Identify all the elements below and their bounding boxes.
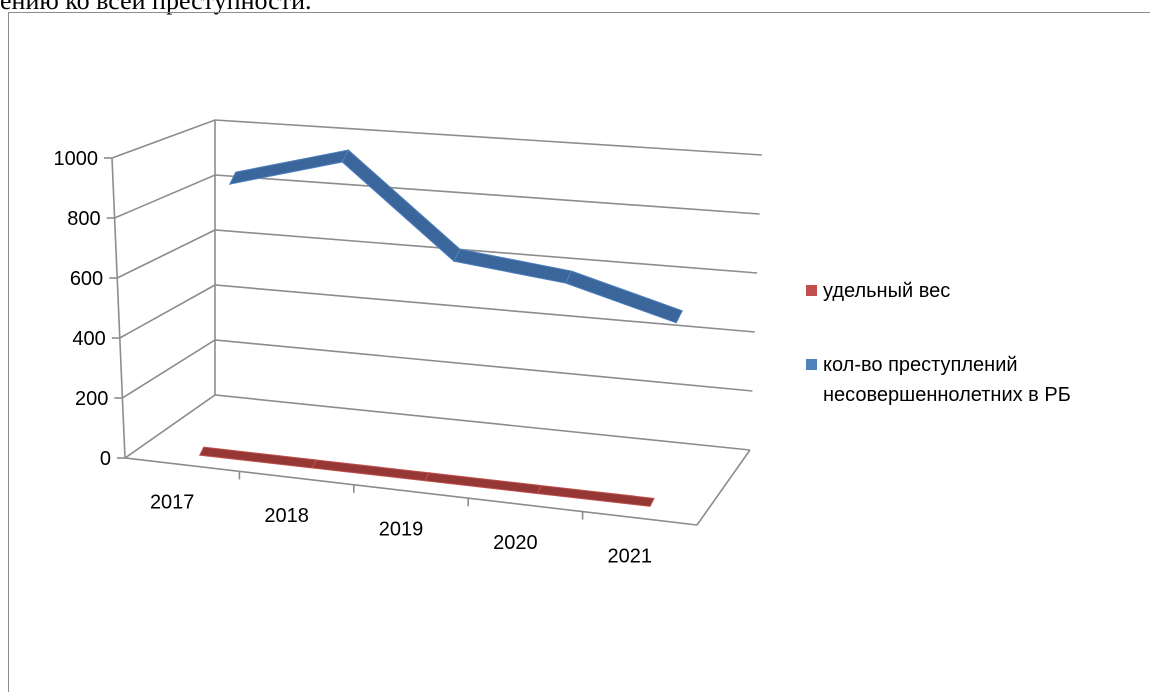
gridline-800: [115, 175, 760, 218]
legend-item-crimes: кол-во преступлений несовершеннолетних в…: [806, 350, 1146, 410]
series-0-segment-3: [537, 486, 654, 507]
x-tick-label-2017: 2017: [150, 492, 195, 514]
gridline-200: [122, 340, 752, 398]
x-tick-label-2019: 2019: [379, 519, 424, 541]
legend-swatch-share: [806, 285, 817, 296]
x-axis-line: [125, 458, 697, 525]
chart-legend: удельный вес кол-во преступлений несовер…: [806, 276, 1146, 454]
y-tick-label-200: 200: [75, 388, 108, 410]
legend-item-share: удельный вес: [806, 276, 1146, 306]
y-tick-label-0: 0: [100, 448, 111, 470]
y-axis-line: [112, 158, 125, 458]
x-tick-label-2020: 2020: [493, 532, 538, 554]
y-tick-label-1000: 1000: [54, 148, 99, 170]
legend-label-crimes: кол-во преступлений несовершеннолетних в…: [823, 350, 1146, 410]
series-0-segment-0: [200, 447, 317, 468]
y-tick-label-600: 600: [70, 268, 103, 290]
series-1-segment-0: [230, 150, 349, 184]
series-0-segment-2: [425, 473, 542, 494]
y-tick-label-400: 400: [72, 328, 105, 350]
legend-swatch-crimes: [806, 359, 817, 370]
floor-right-edge: [697, 450, 750, 525]
y-tick-label-800: 800: [67, 208, 100, 230]
series-0-segment-1: [312, 460, 429, 481]
series-1-segment-3: [566, 271, 683, 323]
legend-label-share: удельный вес: [823, 276, 950, 306]
gridline-1000: [112, 120, 762, 158]
x-tick-label-2021: 2021: [608, 545, 653, 567]
x-tick-label-2018: 2018: [264, 505, 309, 527]
